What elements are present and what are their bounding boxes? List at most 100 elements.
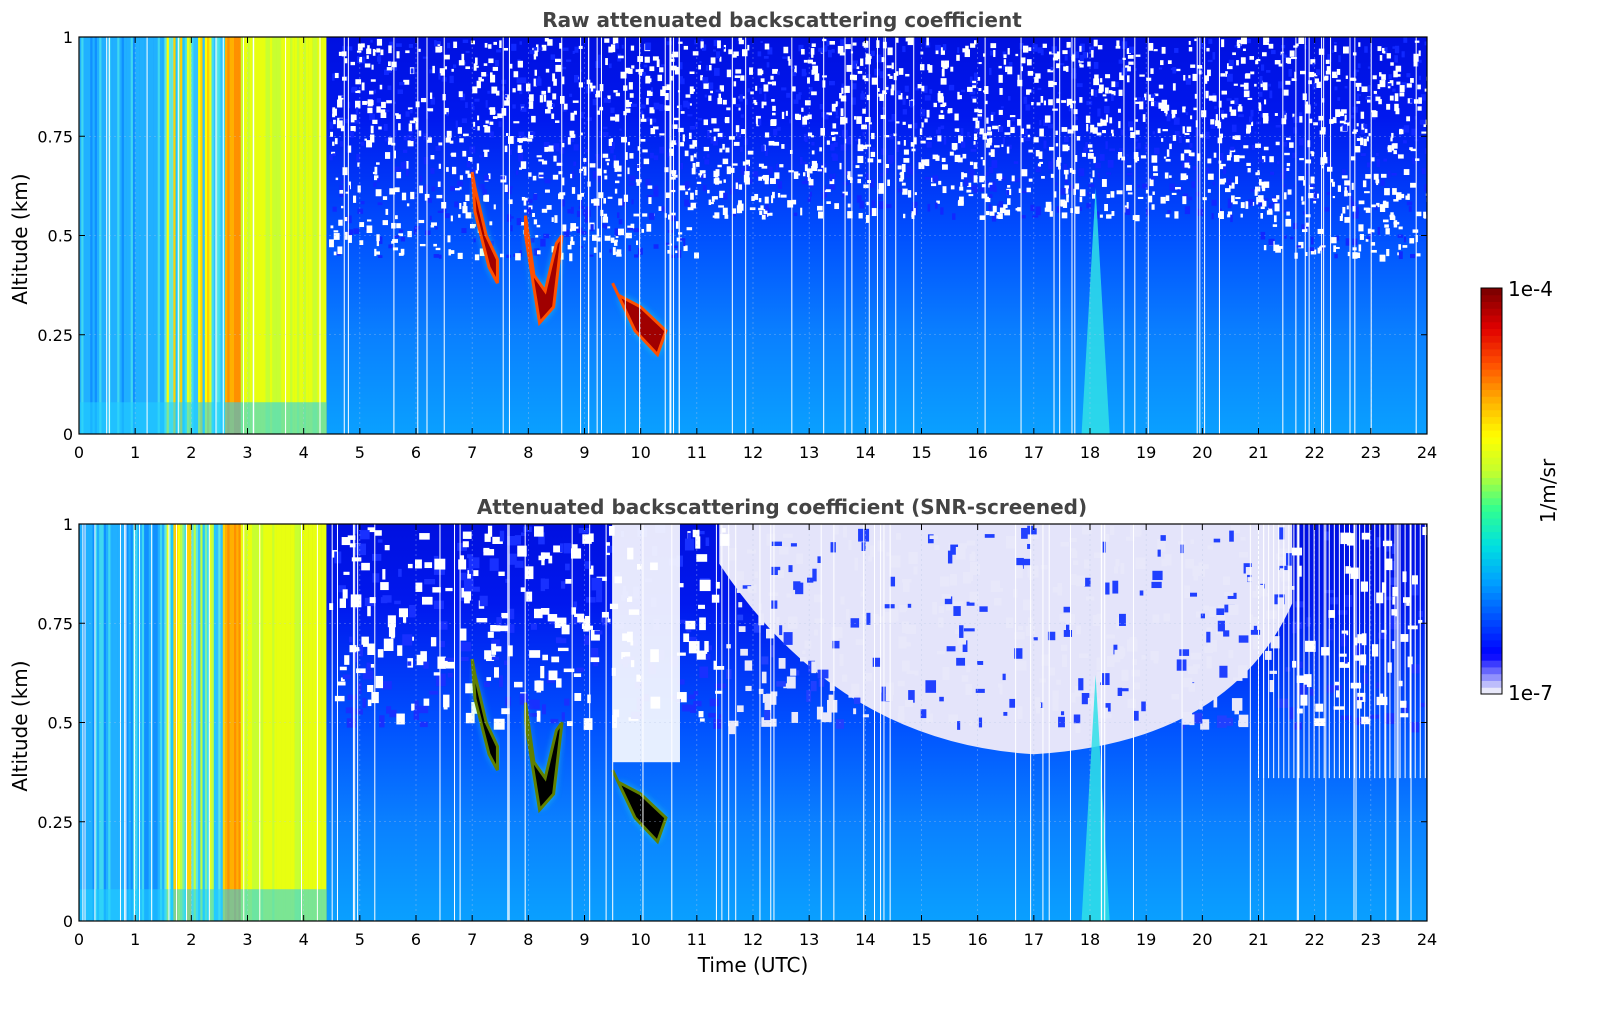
colorbar-swatch <box>1481 430 1502 438</box>
x-tick-label: 13 <box>799 930 819 949</box>
x-tick-label: 8 <box>523 443 533 462</box>
colorbar-swatch <box>1481 558 1502 566</box>
cloud-base-0 <box>470 171 499 284</box>
colorbar-swatch <box>1481 375 1502 384</box>
x-tick-label: 13 <box>799 443 819 462</box>
panel-screened-xlabel: Time (UTC) <box>697 953 809 977</box>
colorbar-swatch <box>1481 308 1502 316</box>
colorbar-swatch <box>1481 477 1502 485</box>
x-tick-label: 12 <box>743 443 763 462</box>
y-tick-label: 0.75 <box>37 614 73 633</box>
colorbar-swatch <box>1481 321 1502 330</box>
y-tick-label: 0.75 <box>37 127 73 146</box>
x-tick-label: 15 <box>911 443 931 462</box>
colorbar-swatch <box>1481 551 1502 560</box>
colorbar-swatch <box>1481 572 1502 580</box>
x-tick-label: 10 <box>630 930 650 949</box>
colorbar-swatch <box>1481 484 1502 492</box>
x-tick-label: 7 <box>467 443 477 462</box>
grid <box>79 37 1427 434</box>
x-tick-label: 1 <box>130 930 140 949</box>
grid <box>79 524 1427 921</box>
colorbar-swatches <box>1481 288 1502 695</box>
x-tick-label: 1 <box>130 443 140 462</box>
x-tick-label: 11 <box>687 930 707 949</box>
colorbar-swatch <box>1481 606 1502 614</box>
y-tick-label: 0.5 <box>48 227 73 246</box>
colorbar-swatch <box>1481 612 1502 621</box>
x-tick-label: 11 <box>687 443 707 462</box>
colorbar-swatch <box>1481 443 1502 451</box>
colorbar-swatch <box>1481 450 1502 458</box>
colorbar-min-label: 1e-7 <box>1508 681 1553 705</box>
colorbar-swatch <box>1481 436 1502 445</box>
x-tick-label: 20 <box>1192 443 1212 462</box>
colorbar-swatch <box>1481 497 1502 506</box>
x-tick-label: 20 <box>1192 930 1212 949</box>
x-tick-label: 17 <box>1024 930 1044 949</box>
x-tick-label: 15 <box>911 930 931 949</box>
cloud-base-0 <box>470 658 499 771</box>
colorbar-swatch <box>1481 687 1502 695</box>
colorbar-swatch <box>1481 518 1502 526</box>
panel-raw-title: Raw attenuated backscattering coefficien… <box>542 8 1022 32</box>
x-tick-label: 19 <box>1136 930 1156 949</box>
colorbar-swatch <box>1481 504 1502 512</box>
x-tick-label: 21 <box>1248 443 1268 462</box>
noise-speckle <box>329 524 1427 763</box>
cloud-bases <box>470 658 668 845</box>
x-tick-label: 3 <box>242 930 252 949</box>
colorbar-swatch <box>1481 599 1502 607</box>
x-tick-label: 8 <box>523 930 533 949</box>
colorbar-swatch <box>1481 409 1502 418</box>
colorbar-swatch <box>1481 328 1502 336</box>
x-tick-label: 23 <box>1361 443 1381 462</box>
x-tick-label: 2 <box>186 443 196 462</box>
plume-18h <box>1081 674 1110 921</box>
x-tick-label: 19 <box>1136 443 1156 462</box>
colorbar-swatch <box>1481 565 1502 573</box>
panel-screened-title: Attenuated backscattering coefficient (S… <box>477 495 1087 519</box>
colorbar-swatch <box>1481 524 1502 533</box>
colorbar-swatch <box>1481 348 1502 357</box>
colorbar: 1e-4 1e-7 1/m/sr <box>1480 277 1560 705</box>
x-tick-label: 12 <box>743 930 763 949</box>
colorbar-swatch <box>1481 463 1502 472</box>
colorbar-swatch <box>1481 288 1502 296</box>
x-tick-label: 7 <box>467 930 477 949</box>
x-tick-label: 2 <box>186 930 196 949</box>
x-tick-label: 6 <box>411 443 421 462</box>
colorbar-swatch <box>1481 578 1502 587</box>
colorbar-swatch <box>1481 369 1502 377</box>
panel-raw: Raw attenuated backscattering coefficien… <box>8 8 1437 462</box>
colorbar-swatch <box>1481 491 1502 499</box>
colorbar-swatch <box>1481 315 1502 323</box>
x-tick-label: 4 <box>299 443 309 462</box>
y-tick-label: 0 <box>63 912 73 931</box>
colorbar-swatch <box>1481 403 1502 411</box>
x-tick-label: 0 <box>74 930 84 949</box>
colorbar-swatch <box>1481 294 1502 303</box>
colorbar-max-label: 1e-4 <box>1508 277 1553 301</box>
x-tick-label: 14 <box>855 443 875 462</box>
x-tick-label: 10 <box>630 443 650 462</box>
colorbar-swatch <box>1481 660 1502 668</box>
x-tick-label: 5 <box>355 443 365 462</box>
colorbar-swatch <box>1481 382 1502 390</box>
colorbar-swatch <box>1481 619 1502 627</box>
x-tick-label: 18 <box>1080 930 1100 949</box>
colorbar-swatch <box>1481 633 1502 641</box>
colorbar-swatch <box>1481 626 1502 634</box>
colorbar-swatch <box>1481 639 1502 648</box>
x-tick-label: 0 <box>74 443 84 462</box>
x-tick-label: 3 <box>242 443 252 462</box>
x-tick-label: 16 <box>967 930 987 949</box>
colorbar-swatch <box>1481 355 1502 363</box>
x-tick-label: 24 <box>1417 443 1437 462</box>
colorbar-swatch <box>1481 666 1502 675</box>
panel-raw-axes: 0 1 2 3 4 5 6 7 8 9 10 11 12 13 14 15 16 17 18 19 20 21 22 23 24… <box>37 28 1437 462</box>
colorbar-swatch <box>1481 335 1502 343</box>
x-tick-label: 18 <box>1080 443 1100 462</box>
colorbar-swatch <box>1481 653 1502 661</box>
